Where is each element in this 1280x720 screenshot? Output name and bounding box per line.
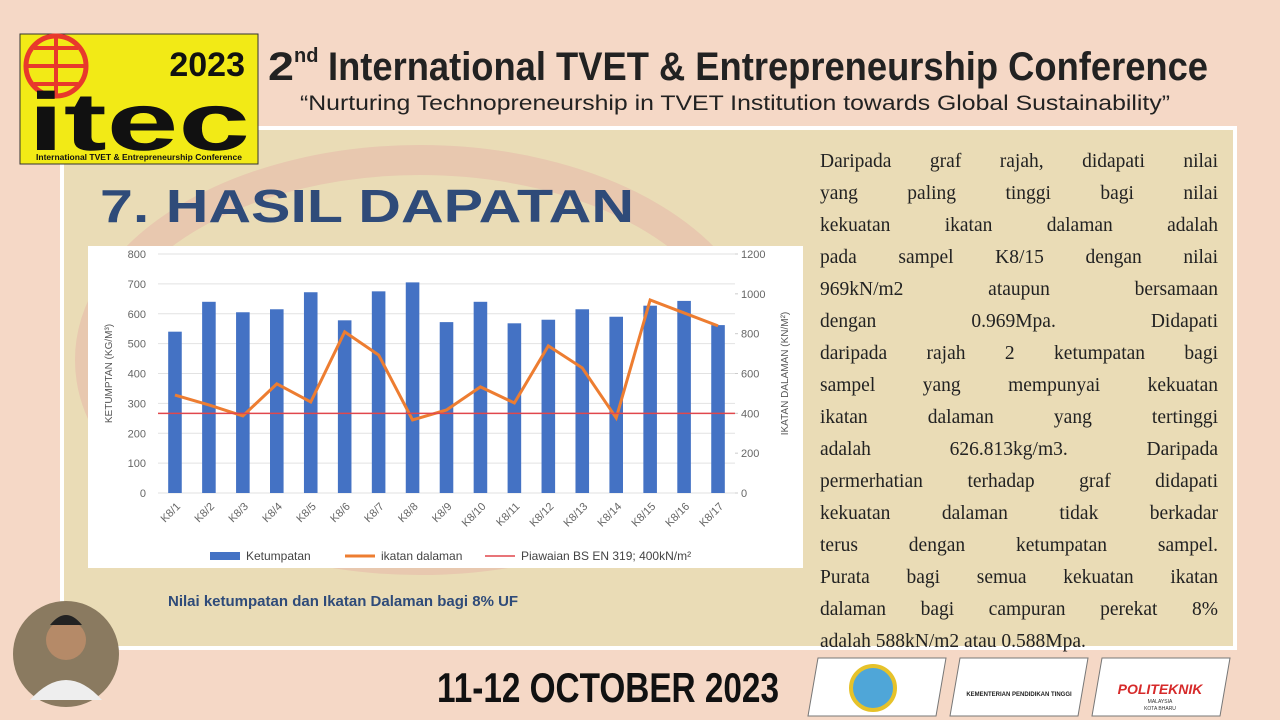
legend-label: Ketumpatan: [246, 549, 311, 563]
y-tick-label: 100: [128, 458, 146, 470]
bar: [507, 323, 522, 493]
bar: [303, 292, 318, 493]
chart-caption: Nilai ketumpatan dan Ikatan Dalaman bagi…: [168, 593, 518, 610]
paragraph-line: terus dengan ketumpatan sampel.: [820, 535, 1218, 556]
bar: [609, 316, 623, 493]
subtitle: “Nurturing Technopreneurship in TVET Ins…: [300, 92, 1170, 115]
y-tick-label: 600: [128, 309, 146, 321]
poli-campus: KOTA BHARU: [1144, 706, 1176, 712]
section-title: 7. HASIL DAPATAN: [100, 180, 634, 232]
bar: [473, 301, 488, 493]
bar: [337, 320, 352, 493]
y-tick-label: 400: [128, 369, 146, 381]
speaker-shirt: [30, 680, 102, 700]
paragraph-line: dengan 0.969Mpa. Didapati: [820, 311, 1218, 332]
event-date: 11-12 OCTOBER 2023: [437, 664, 779, 711]
paragraph-line: kekuatan dalaman tidak berkadar: [820, 503, 1218, 524]
bar: [371, 291, 386, 493]
bar: [236, 312, 250, 493]
bar: [439, 322, 454, 493]
paragraph-line: adalah 588kN/m2 atau 0.588Mpa.: [820, 631, 1086, 652]
y2-tick-label: 200: [741, 448, 759, 460]
paragraph-line: ikatan dalaman yang tertinggi: [820, 407, 1218, 428]
paragraph-line: daripada rajah 2 ketumpatan bagi: [820, 343, 1218, 364]
logo-caption: International TVET & Entrepreneurship Co…: [36, 152, 242, 162]
paragraph-line: permerhatian terhadap graf didapati: [820, 471, 1218, 492]
bar: [202, 301, 216, 493]
logo-year: 2023: [169, 46, 245, 84]
y2-tick-label: 1000: [741, 289, 765, 301]
line: [174, 298, 719, 422]
bar: [168, 331, 182, 493]
logo-frame: [949, 657, 1089, 717]
y-tick-label: 200: [128, 428, 146, 440]
paragraph-line: yang paling tinggi bagi nilai: [820, 183, 1218, 204]
bar: [643, 305, 657, 493]
paragraph-line: kekuatan ikatan dalaman adalah: [820, 215, 1218, 236]
bar: [270, 309, 284, 493]
logo-frame: [1091, 657, 1231, 717]
y-axis-label: KETUMPTAN (KG/M³): [104, 324, 115, 423]
y-tick-label: 800: [128, 249, 146, 261]
paragraph-line: pada sampel K8/15 dengan nilai: [820, 247, 1218, 268]
ministry-name: KEMENTERIAN PENDIDIKAN TINGGI: [966, 692, 1072, 698]
paragraph-line: adalah 626.813kg/m3. Daripada: [820, 439, 1218, 460]
paragraph-line: sampel yang mempunyai kekuatan: [820, 375, 1218, 396]
y2-tick-label: 400: [741, 408, 759, 420]
y-tick-label: 500: [128, 339, 146, 351]
y-tick-label: 700: [128, 279, 146, 291]
logo-emblem: [849, 664, 897, 712]
paragraph-line: 969kN/m2 ataupun bersamaan: [820, 279, 1218, 300]
title-number: 2: [268, 45, 294, 89]
logo-box: [19, 33, 259, 165]
poli-country: MALAYSIA: [1148, 699, 1173, 705]
bar: [575, 309, 590, 493]
legend-label: ikatan dalaman: [381, 549, 462, 563]
y-tick-label: 300: [128, 398, 146, 410]
legend-swatch: [210, 552, 240, 560]
y-tick-label: 0: [140, 488, 146, 500]
bar: [405, 282, 420, 493]
logo-globe-lines: [26, 36, 86, 96]
title-suffix: nd: [294, 45, 318, 67]
poli-name: POLITEKNIK: [1118, 681, 1204, 697]
paragraph: Daripada graf rajah, didapati nilai yang …: [820, 146, 1218, 658]
y2-tick-label: 800: [741, 329, 759, 341]
y2-tick-label: 600: [741, 369, 759, 381]
paragraph-line: Purata bagi semua kekuatan ikatan: [820, 567, 1218, 588]
logo-word: itec: [28, 77, 250, 168]
y2-tick-label: 0: [741, 488, 747, 500]
bar: [541, 319, 556, 493]
paragraph-line: Daripada graf rajah, didapati nilai: [820, 151, 1218, 172]
speaker-face: [46, 620, 86, 660]
paragraph-line: dalaman bagi campuran perekat 8%: [820, 599, 1218, 620]
bar: [677, 300, 691, 493]
y2-axis-label: IKATAN DALAMAN (KN/M²): [780, 312, 791, 436]
y2-tick-label: 1200: [741, 249, 765, 261]
title: International TVET & Entrepreneurship Co…: [328, 45, 1208, 89]
speaker-cap: [50, 615, 82, 625]
bar: [711, 325, 725, 493]
legend-label: Piawaian BS EN 319; 400kN/m²: [521, 549, 691, 563]
